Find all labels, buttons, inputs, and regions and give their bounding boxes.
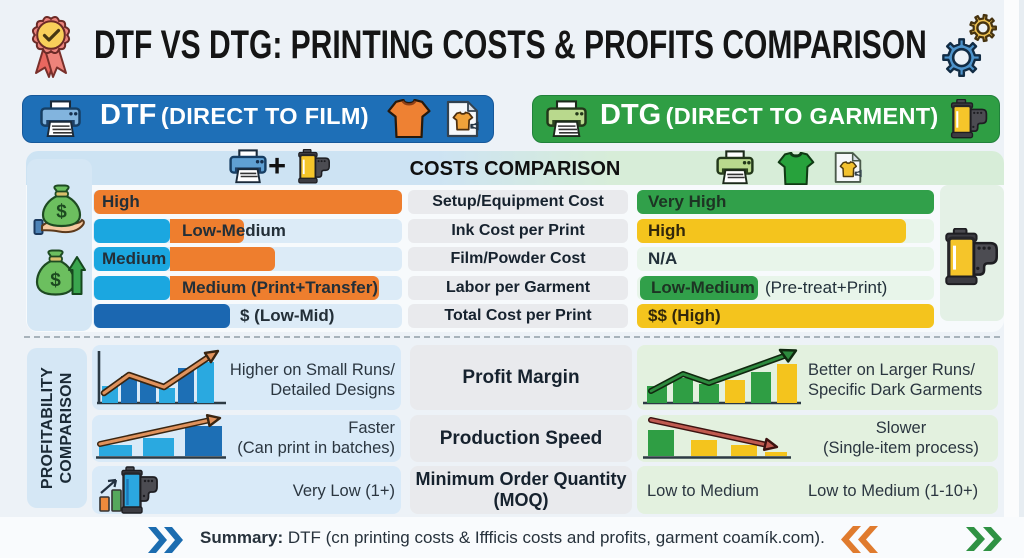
svg-text:$: $	[50, 270, 61, 291]
svg-text:$: $	[56, 202, 67, 223]
